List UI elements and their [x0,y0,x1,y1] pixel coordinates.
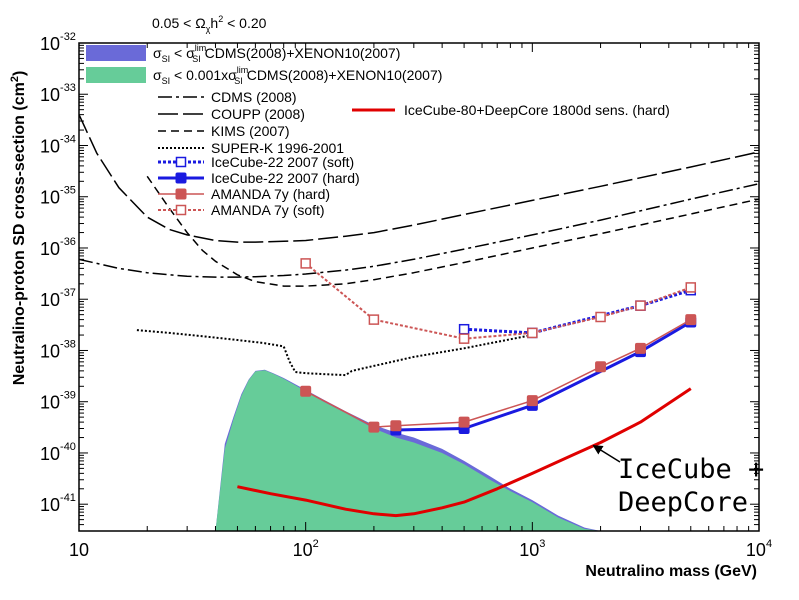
series-6-point-0 [300,385,312,397]
series-6-point-4 [526,395,538,407]
title-sub: χ [206,24,211,34]
y-tick-label-5: 10-36 [40,236,76,259]
legend-marker-8 [175,188,187,200]
series-7-point-1 [368,314,380,325]
y-axis-label-close: ) [11,71,28,76]
series-line-8 [237,387,692,518]
legend: σSI < σlim SI CDMS(2008)+XENON10(2007)σSI… [86,43,670,218]
series-line-7 [305,262,692,340]
series-line-0 [79,182,759,278]
y-axis-label-sup: 2 [9,76,21,82]
series-7-point-4 [595,311,606,323]
x-tick-label-0: 10 [69,540,89,560]
legend-label-2: CDMS (2008) [211,89,297,105]
chart-title: 0.05 < Ωχh2 < 0.20 [152,14,267,34]
title-part-b: h [210,15,218,31]
legend-label-0: σSI < σlim SI CDMS(2008)+XENON10(2007) [153,43,400,64]
series-6-point-5 [595,361,607,373]
series-7-point-2 [458,333,470,344]
shaded-regions [215,369,601,531]
legend-label-5: SUPER-K 1996-2001 [211,140,344,156]
legend-label-9: AMANDA 7y (soft) [211,202,325,218]
legend-label-7: IceCube-22 2007 (hard) [211,170,360,186]
series-4-point-0 [458,323,470,335]
y-tick-label-1: 10-40 [40,441,76,464]
series-6-point-3 [458,416,470,428]
y-tick-label-9: 10-32 [40,31,76,54]
annotation: IceCube + DeepCore [592,444,764,518]
plot-frame [78,42,760,532]
y-tick-label-8: 10-33 [40,82,76,105]
series-line-1 [79,114,759,243]
y-tick-label-3: 10-38 [40,338,76,361]
legend-label-1: σSI < 0.001xσlim SI CDMS(2008)+XENON10(20… [153,65,442,86]
legend-label-10: IceCube-80+DeepCore 1800d sens. (hard) [404,102,670,118]
series-7-point-0 [300,258,311,269]
series-6-point-2 [390,420,402,432]
y-axis-ticks: 10-41 10-40 10-39 10-38 10-37 10-36 10-35 10-34… [40,31,759,532]
x-axis-ticks: 10 102 103 104 [69,43,772,560]
annotation-arrow [592,444,621,463]
series-6-point-6 [634,342,646,354]
legend-label-8: AMANDA 7y (hard) [211,186,330,202]
y-tick-label-2: 10-39 [40,390,76,413]
y-tick-label-6: 10-35 [40,185,76,208]
annotation-line-1: IceCube + [618,454,764,485]
annotation-line-2: DeepCore [618,487,748,518]
series-7-point-6 [685,282,697,293]
legend-label-4: KIMS (2007) [211,123,290,139]
y-tick-label-4: 10-37 [40,287,76,310]
series-line-3 [136,329,533,377]
series-7-point-5 [635,300,646,311]
data-markers [300,258,697,436]
title-part-c: < 0.20 [223,15,266,31]
x-axis-label: Neutralino mass (GeV) [585,563,757,580]
series-line-4 [464,288,692,335]
legend-swatch-1 [86,67,146,83]
y-tick-label-7: 10-34 [40,133,76,156]
series-6-point-7 [685,314,697,326]
legend-label-3: COUPP (2008) [211,106,305,122]
series-6-point-1 [368,421,380,433]
series-7-point-3 [527,327,538,339]
x-tick-label-1: 102 [293,538,319,560]
legend-marker-7 [175,172,187,184]
series-line-2 [146,175,759,287]
x-tick-label-3: 104 [746,538,772,560]
legend-marker-6 [175,156,187,168]
legend-swatch-0 [86,45,146,61]
legend-marker-9 [175,204,187,216]
title-sup: 2 [218,14,223,24]
y-axis-label-main: Neutralino-proton SD cross-section (cm [11,82,28,385]
series-line-6 [305,318,692,428]
y-tick-label-0: 10-41 [40,492,76,515]
title-part-a: 0.05 < Ω [152,15,206,31]
y-axis-label: Neutralino-proton SD cross-section (cm2) [9,71,28,386]
legend-label-6: IceCube-22 2007 (soft) [211,154,354,170]
x-tick-label-2: 103 [519,538,545,560]
region-1 [215,370,601,531]
series-line-5 [395,320,692,432]
